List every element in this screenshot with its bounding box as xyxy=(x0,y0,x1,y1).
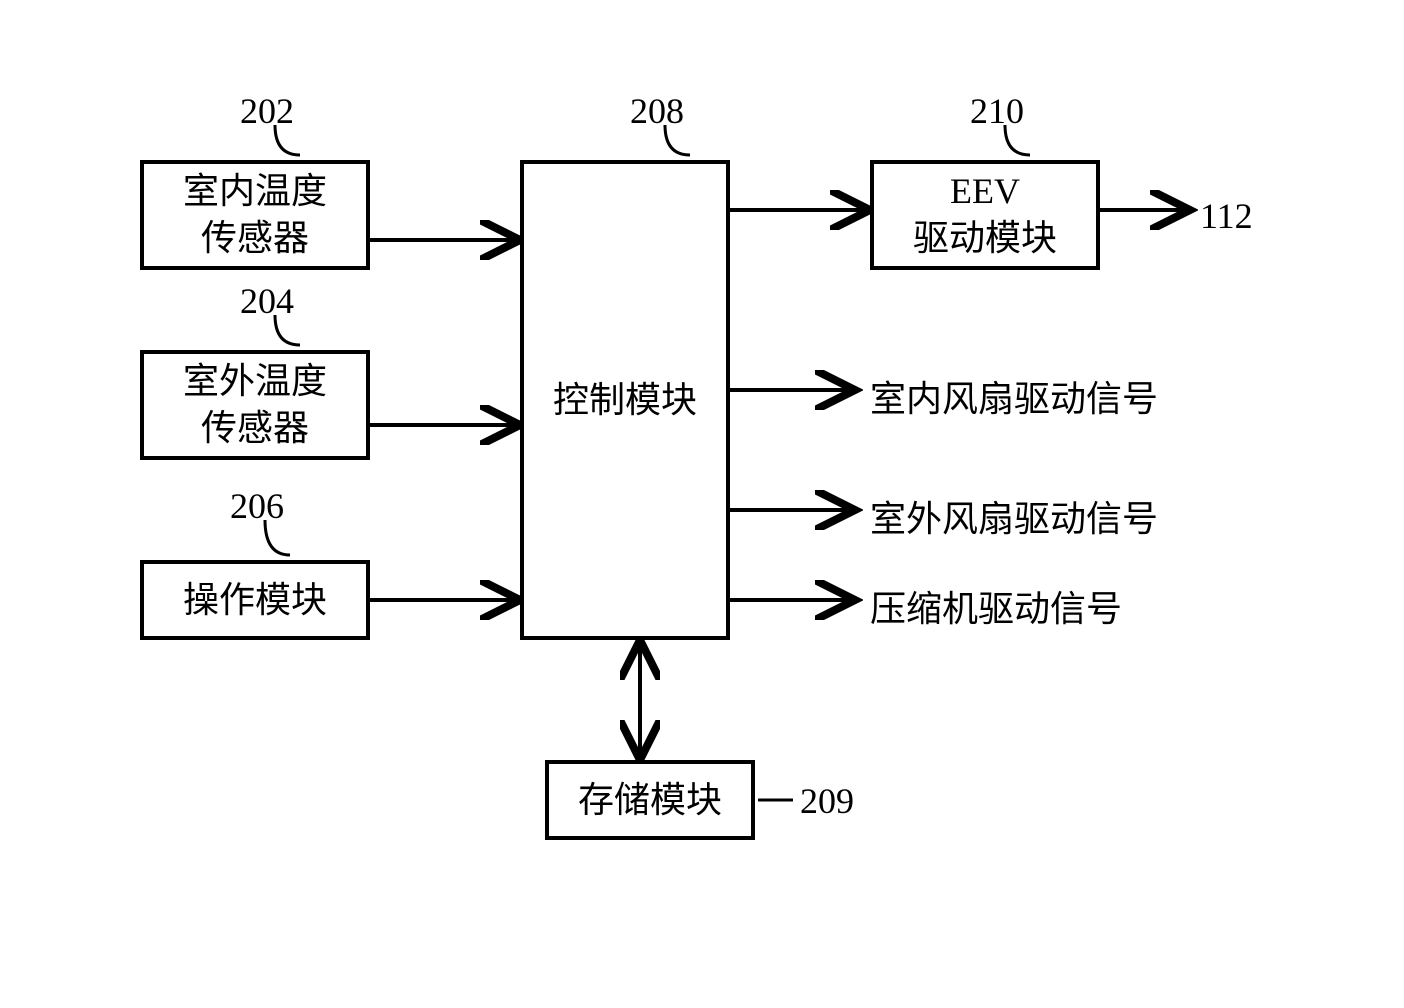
ref-202: 202 xyxy=(240,90,294,132)
output-indoor-fan: 室内风扇驱动信号 xyxy=(870,370,1158,422)
output-outdoor-fan: 室外风扇驱动信号 xyxy=(870,490,1158,542)
outdoor-temp-sensor-label: 室外温度传感器 xyxy=(183,358,327,452)
storage-module-box: 存储模块 xyxy=(545,760,755,840)
control-module-box: 控制模块 xyxy=(520,160,730,640)
indoor-temp-sensor-label: 室内温度传感器 xyxy=(183,168,327,262)
storage-module-label: 存储模块 xyxy=(578,777,722,824)
block-diagram: 室内温度传感器 室外温度传感器 操作模块 控制模块 EEV驱动模块 存储模块 2… xyxy=(100,90,1300,940)
output-112: 112 xyxy=(1200,195,1253,237)
ref-209: 209 xyxy=(800,780,854,822)
control-module-label: 控制模块 xyxy=(553,377,697,424)
ref-204: 204 xyxy=(240,280,294,322)
ref-210: 210 xyxy=(970,90,1024,132)
ref-206: 206 xyxy=(230,485,284,527)
eev-drive-module-label: EEV驱动模块 xyxy=(913,168,1057,262)
output-compressor: 压缩机驱动信号 xyxy=(870,580,1122,632)
operation-module-label: 操作模块 xyxy=(183,577,327,624)
operation-module-box: 操作模块 xyxy=(140,560,370,640)
ref-208: 208 xyxy=(630,90,684,132)
outdoor-temp-sensor-box: 室外温度传感器 xyxy=(140,350,370,460)
indoor-temp-sensor-box: 室内温度传感器 xyxy=(140,160,370,270)
eev-drive-module-box: EEV驱动模块 xyxy=(870,160,1100,270)
